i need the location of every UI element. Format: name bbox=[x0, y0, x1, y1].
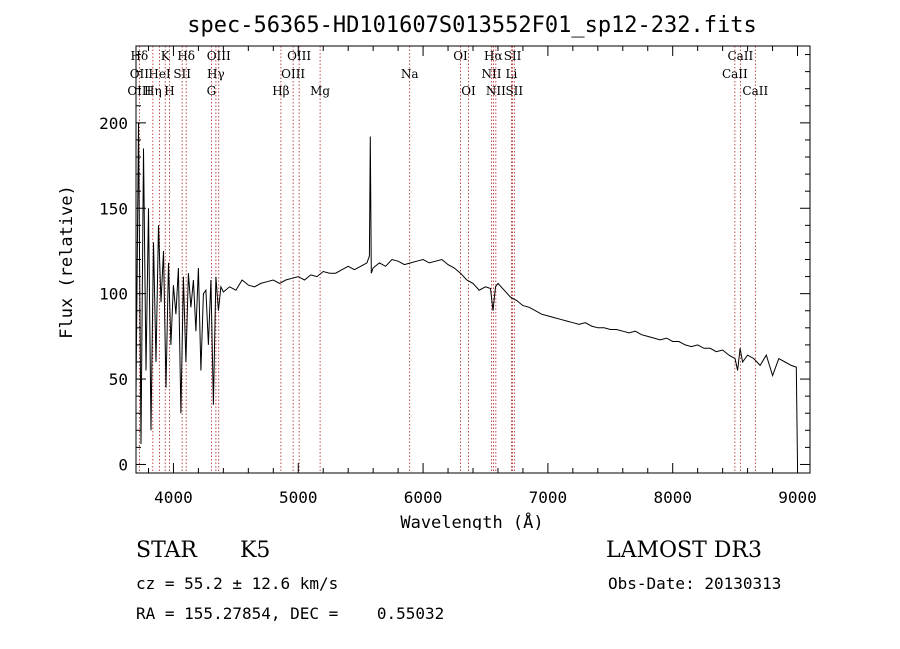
line-label-0: Hδ bbox=[131, 49, 149, 63]
line-label-25: NII bbox=[486, 84, 506, 98]
x-tick-label-6000: 6000 bbox=[404, 488, 443, 507]
y-tick-label-150: 150 bbox=[99, 199, 128, 218]
redshift-velocity: cz = 55.2 ± 12.6 km/s bbox=[136, 574, 339, 593]
line-label-2: Hδ bbox=[177, 49, 195, 63]
plot-frame bbox=[135, 45, 811, 474]
y-tick-label-50: 50 bbox=[109, 370, 128, 389]
line-label-10: HeI bbox=[148, 67, 171, 81]
survey-name: LAMOST DR3 bbox=[606, 538, 762, 563]
y-axis-label: Flux (relative) bbox=[57, 185, 77, 339]
spectrum-plot: spec-56365-HD101607S013552F01_sp12-232.f… bbox=[57, 13, 817, 533]
x-tick-label-8000: 8000 bbox=[653, 488, 692, 507]
line-label-16: Li bbox=[506, 67, 518, 81]
x-tick-label-7000: 7000 bbox=[529, 488, 568, 507]
line-label-23: Mg bbox=[310, 84, 330, 98]
coordinates: RA = 155.27854, DEC = 0.55032 bbox=[136, 604, 445, 623]
line-label-3: OIII bbox=[207, 49, 231, 63]
line-label-27: CaII bbox=[742, 84, 768, 98]
line-label-1: K bbox=[161, 49, 171, 63]
x-tick-label-9000: 9000 bbox=[778, 488, 817, 507]
line-label-24: OI bbox=[461, 84, 476, 98]
line-label-5: OI bbox=[453, 49, 468, 63]
line-label-26: SII bbox=[505, 84, 523, 98]
line-label-12: Hγ bbox=[207, 67, 225, 81]
x-tick-label-4000: 4000 bbox=[154, 488, 193, 507]
line-label-22: Hβ bbox=[272, 84, 289, 98]
line-label-4: OIII bbox=[287, 49, 311, 63]
object-subclass: K5 bbox=[240, 538, 271, 563]
line-label-9: OII bbox=[130, 67, 150, 81]
x-axis-label: Wavelength (Å) bbox=[400, 511, 543, 530]
line-label-15: NII bbox=[481, 67, 501, 81]
line-label-6: Hα bbox=[484, 49, 503, 63]
y-tick-label-0: 0 bbox=[118, 455, 128, 474]
line-label-13: OIII bbox=[281, 67, 305, 81]
observation-date: Obs-Date: 20130313 bbox=[608, 574, 782, 593]
line-label-20: H bbox=[164, 84, 174, 98]
spectral-line-markers bbox=[138, 46, 756, 473]
x-axis: 4000 5000 6000 7000 8000 9000 bbox=[147, 46, 817, 507]
line-label-11: SII bbox=[173, 67, 191, 81]
x-tick-label-5000: 5000 bbox=[279, 488, 318, 507]
line-label-7: SII bbox=[504, 49, 522, 63]
line-label-17: CaII bbox=[722, 67, 748, 81]
y-tick-label-200: 200 bbox=[99, 114, 128, 133]
y-tick-label-100: 100 bbox=[99, 285, 128, 304]
line-label-8: CaII bbox=[727, 49, 753, 63]
line-label-19: Hη bbox=[144, 84, 162, 98]
object-class: STAR bbox=[136, 538, 197, 563]
line-label-21: G bbox=[207, 84, 217, 98]
line-label-18: OIII bbox=[127, 84, 151, 98]
y-axis: 0 50 100 150 200 bbox=[99, 54, 810, 474]
line-label-14: Na bbox=[401, 67, 419, 81]
chart-title: spec-56365-HD101607S013552F01_sp12-232.f… bbox=[187, 13, 757, 38]
spectrum-line bbox=[135, 122, 798, 465]
